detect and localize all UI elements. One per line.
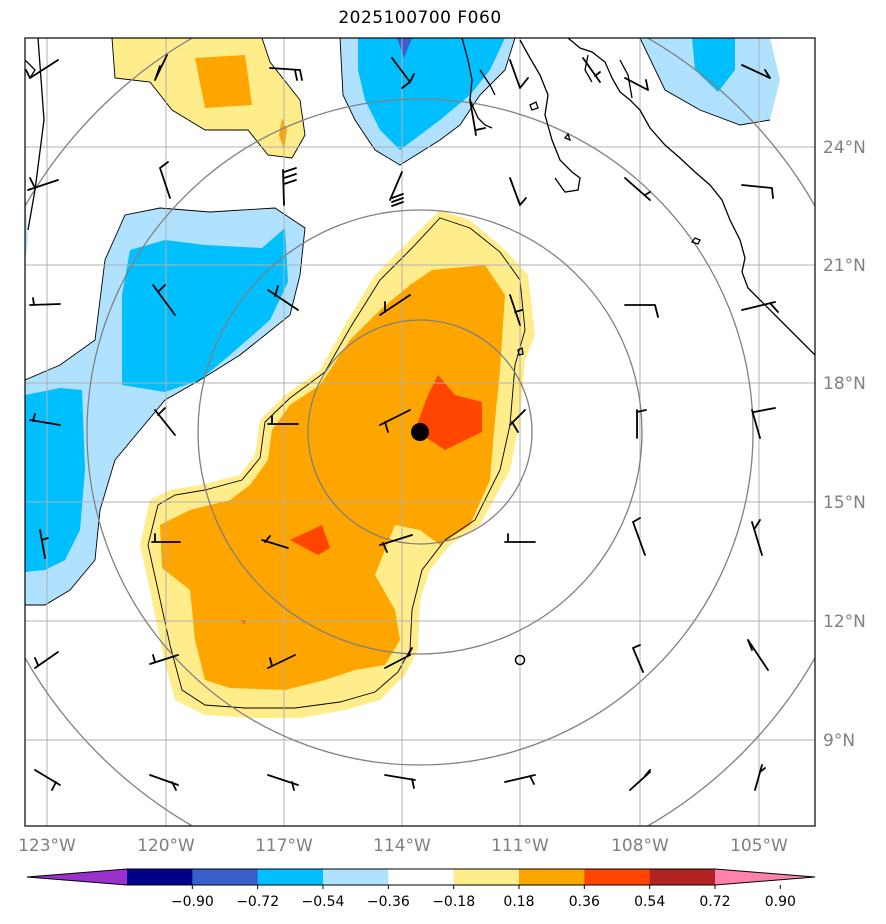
anomaly-contours (25, 38, 771, 709)
lat-label: 18°N (823, 374, 866, 394)
colorbar-extend-low (27, 869, 127, 885)
colorbar-segment (388, 869, 455, 885)
colorbar-segment (257, 869, 324, 885)
colorbar-label: −0.18 (432, 894, 475, 910)
latitude-labels: 24°N 21°N 18°N 15°N 12°N 9°N (823, 138, 866, 751)
longitude-labels: 123°W 120°W 117°W 114°W 111°W 108°W 105°… (18, 836, 788, 856)
colorbar-segment (192, 869, 259, 885)
lon-label: 117°W (255, 836, 313, 856)
map-title: 2025100700 F060 (338, 8, 502, 28)
wind-barbs (25, 54, 779, 791)
colorbar-label: −0.72 (236, 894, 279, 910)
storm-center-marker (411, 423, 429, 441)
colorbar-segment (519, 869, 585, 885)
colorbar-label: −0.90 (171, 894, 214, 910)
lat-label: 21°N (823, 256, 866, 276)
calm-wind-marker (514, 654, 526, 666)
lon-label: 108°W (611, 836, 669, 856)
colorbar-label: 0.18 (503, 894, 534, 910)
range-ring-inner (307, 319, 533, 545)
lat-label: 15°N (823, 493, 866, 513)
colorbar-segment (453, 869, 520, 885)
colorbar: −0.90 −0.72 −0.54 −0.36 −0.18 0.18 0.36 0.54 0.7… (26, 868, 816, 910)
colorbar-extend-high (715, 869, 815, 885)
map-plot-area (25, 38, 815, 826)
graticule (25, 38, 815, 826)
range-ring-middle (197, 209, 643, 655)
colorbar-label: −0.54 (302, 894, 345, 910)
colorbar-segment (584, 869, 651, 885)
colorbar-outline (26, 868, 816, 886)
lon-label: 111°W (491, 836, 549, 856)
colorbar-label: 0.72 (699, 894, 730, 910)
lon-label: 114°W (373, 836, 431, 856)
coastline (25, 38, 815, 356)
colorbar-label: 0.90 (765, 894, 796, 910)
colorbar-label: 0.36 (569, 894, 600, 910)
lat-label: 24°N (823, 138, 866, 158)
colorbar-label: 0.54 (634, 894, 665, 910)
range-rings (25, 38, 815, 826)
lon-label: 123°W (18, 836, 76, 856)
lat-label: 9°N (823, 731, 855, 751)
colorbar-label: −0.36 (367, 894, 410, 910)
lon-label: 105°W (730, 836, 788, 856)
lon-label: 120°W (137, 836, 195, 856)
lat-label: 12°N (823, 612, 866, 632)
colorbar-segment (127, 869, 193, 885)
plot-frame (24, 37, 816, 827)
colorbar-segment (323, 869, 389, 885)
colorbar-segment (649, 869, 716, 885)
range-ring-outer (86, 98, 754, 766)
